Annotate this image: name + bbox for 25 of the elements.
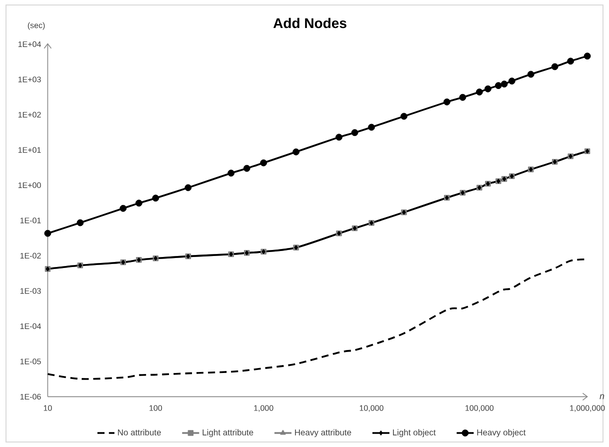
y-tick-label: 1E+02	[18, 112, 41, 118]
x-axis-title: n	[600, 394, 604, 400]
y-tick-label: 1E-06	[20, 394, 41, 400]
legend-label: Light attribute	[202, 429, 254, 438]
y-tick-label: 1E-04	[20, 323, 41, 330]
y-tick-label: 1E-02	[20, 252, 41, 259]
x-tick-label: 1,000,000	[570, 405, 605, 412]
x-tick-label: 10,000	[360, 405, 384, 412]
legend-label: Light object	[393, 429, 436, 438]
x-tick-label: 10	[44, 405, 52, 411]
y-axis-title: (sec)	[28, 22, 45, 30]
x-tick-label: 100	[150, 405, 162, 411]
legend-label: No attribute	[118, 429, 161, 436]
y-tick-label: 1E+00	[18, 182, 41, 188]
y-tick-label: 1E+01	[18, 147, 41, 153]
y-tick-label: 1E-05	[20, 358, 41, 364]
legend-label: Heavy attribute	[295, 429, 352, 438]
y-tick-label: 1E+04	[18, 41, 41, 48]
x-tick-label: 1,000	[254, 405, 274, 412]
chart-title: Add Nodes	[273, 18, 346, 28]
y-tick-label: 1E-03	[20, 288, 41, 294]
x-tick-label: 100,000	[466, 405, 494, 412]
y-tick-label: 1E-01	[20, 218, 41, 224]
y-tick-label: 1E+03	[18, 76, 41, 82]
legend-label: Heavy object	[477, 429, 526, 438]
